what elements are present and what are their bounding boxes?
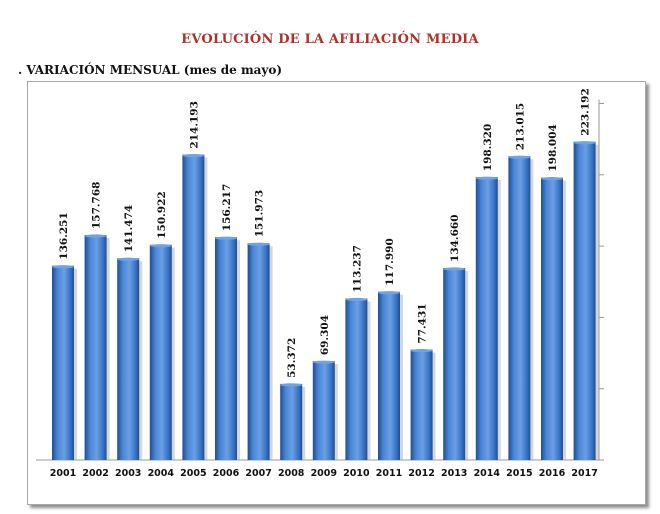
bar-top-cap xyxy=(345,297,368,302)
data-label: 214.193 xyxy=(188,101,200,149)
bar-top-cap xyxy=(508,155,531,159)
bar-2017 xyxy=(573,141,596,460)
x-tick-label: 2013 xyxy=(441,468,467,479)
bar-top-cap xyxy=(84,234,107,238)
x-tick-label: 2010 xyxy=(343,468,370,479)
bar-2004 xyxy=(149,244,172,460)
chart-subtitle: . VARIACIÓN MENSUAL (mes de mayo) xyxy=(18,63,283,77)
bar-top-cap xyxy=(215,236,237,240)
bar-top-cap xyxy=(52,265,74,269)
data-label: 198.320 xyxy=(482,124,494,172)
data-label: 141.474 xyxy=(123,205,135,253)
bar-top-cap xyxy=(475,176,498,180)
bar-2009 xyxy=(312,361,335,460)
bar-2016 xyxy=(541,177,563,460)
bar-2014 xyxy=(475,177,498,460)
bar-2008 xyxy=(280,383,303,460)
bar-top-cap xyxy=(312,360,335,364)
x-tick-label: 2007 xyxy=(245,468,271,479)
data-label: 77.431 xyxy=(417,303,429,343)
bar-2002 xyxy=(84,235,107,460)
x-tick-label: 2015 xyxy=(506,468,532,479)
data-label: 53.372 xyxy=(286,338,298,378)
bar-2006 xyxy=(215,237,237,460)
bar-2013 xyxy=(443,267,466,460)
x-tick-label: 2012 xyxy=(408,468,434,479)
x-tick-label: 2002 xyxy=(82,468,108,479)
bar-2011 xyxy=(378,291,400,460)
bar-2007 xyxy=(247,243,270,460)
x-tick-label: 2009 xyxy=(311,468,337,479)
x-tick-label: 2003 xyxy=(115,468,141,479)
data-label: 134.660 xyxy=(449,214,461,262)
chart-title: EVOLUCIÓN DE LA AFILIACIÓN MEDIA xyxy=(181,32,479,47)
data-label: 198.004 xyxy=(547,124,559,172)
bar-top-cap xyxy=(541,177,563,181)
bar-top-cap xyxy=(280,383,303,387)
x-tick-label: 2001 xyxy=(50,468,76,479)
data-label: 151.973 xyxy=(254,190,266,238)
bar-2012 xyxy=(410,349,433,460)
data-label: 113.237 xyxy=(351,245,363,293)
data-label: 150.922 xyxy=(156,191,168,239)
bar-2001 xyxy=(52,265,74,460)
data-label: 213.015 xyxy=(514,103,526,151)
bar-top-cap xyxy=(117,257,140,261)
data-label: 223.192 xyxy=(580,88,592,136)
x-tick-label: 2006 xyxy=(213,468,240,479)
data-label: 136.251 xyxy=(58,212,70,260)
bar-top-cap xyxy=(573,141,596,145)
x-tick-label: 2011 xyxy=(376,468,402,479)
x-tick-label: 2014 xyxy=(474,468,501,479)
x-tick-label: 2005 xyxy=(180,468,206,479)
bar-2015 xyxy=(508,156,531,461)
bar-top-cap xyxy=(247,242,270,246)
x-tick-label: 2008 xyxy=(278,468,305,479)
bar-top-cap xyxy=(378,291,400,295)
data-label: 156.217 xyxy=(221,184,233,232)
bar-2010 xyxy=(345,298,368,460)
bar-top-cap xyxy=(149,244,172,248)
bar-2003 xyxy=(117,258,140,460)
data-label: 117.990 xyxy=(384,238,396,286)
bar-top-cap xyxy=(410,348,433,353)
data-label: 157.768 xyxy=(91,182,103,230)
bar-top-cap xyxy=(443,267,466,271)
x-tick-label: 2017 xyxy=(571,468,597,479)
bar-top-cap xyxy=(182,153,205,158)
bar-2005 xyxy=(182,154,205,460)
data-label: 69.304 xyxy=(319,315,331,355)
x-tick-label: 2016 xyxy=(539,468,566,479)
x-tick-label: 2004 xyxy=(148,468,175,479)
